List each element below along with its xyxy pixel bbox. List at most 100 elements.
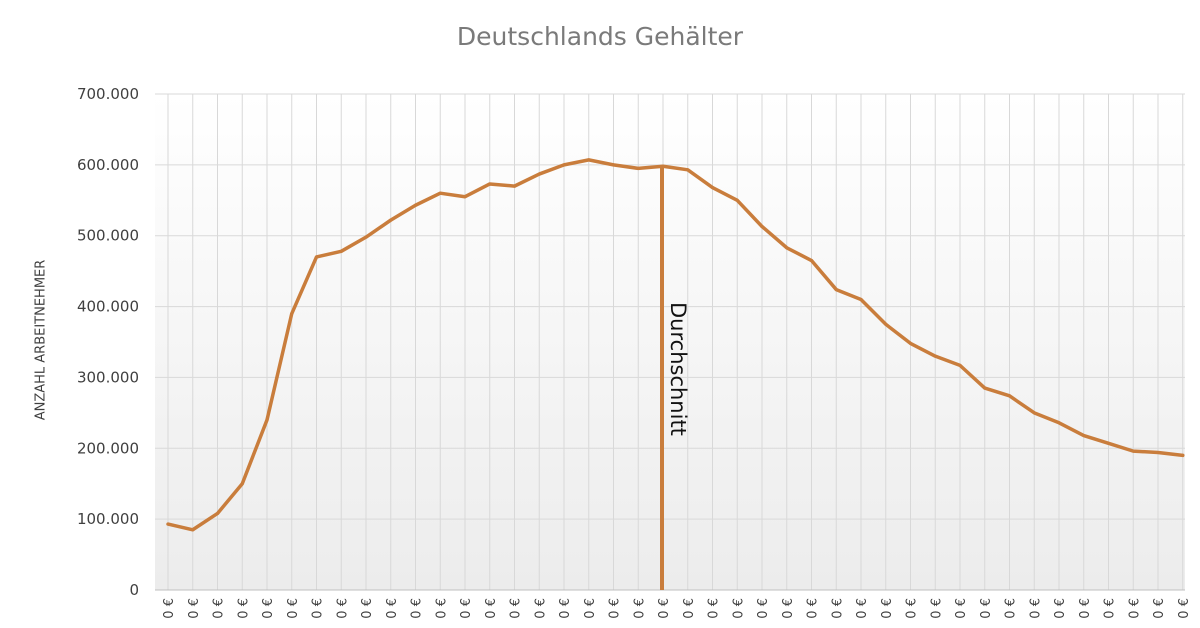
data-point <box>166 522 170 526</box>
data-point <box>711 186 714 190</box>
data-point <box>1032 411 1036 415</box>
x-tick-label: 0 € <box>929 598 944 619</box>
x-tick-label: 0 € <box>509 598 524 619</box>
x-tick-label: 0 € <box>434 598 449 619</box>
data-point <box>1181 453 1185 457</box>
x-tick-label: 0 € <box>410 598 425 619</box>
x-tick-label: 0 € <box>731 598 746 619</box>
x-tick-label: 0 € <box>261 598 276 619</box>
x-tick-label: 0 € <box>311 598 326 619</box>
data-point <box>265 418 269 422</box>
x-tick-label: 0 € <box>756 598 771 619</box>
x-tick-label: 0 € <box>905 598 920 619</box>
data-point <box>1057 421 1061 425</box>
x-tick-label: 0 € <box>657 598 672 619</box>
y-tick-label: 400.000 <box>77 298 139 316</box>
data-point <box>191 528 195 532</box>
data-point <box>1008 394 1011 398</box>
data-point <box>290 312 294 316</box>
x-tick-label: 0 € <box>583 598 598 619</box>
data-point <box>1107 441 1110 445</box>
x-tick-labels: 0 € 0 € 0 € 0 € 0 € 0 € 0 € 0 € 0 € 0 € 0 € 0 € 0 € 0… <box>162 598 1192 619</box>
x-tick-label: 0 € <box>162 598 177 619</box>
data-point <box>909 341 912 345</box>
x-tick-label: 0 € <box>286 598 301 619</box>
data-point <box>834 288 838 292</box>
data-point <box>859 297 863 301</box>
x-tick-label: 0 € <box>484 598 499 619</box>
x-tick-label: 0 € <box>558 598 573 619</box>
x-tick-label: 0 € <box>459 598 474 619</box>
x-tick-label: 0 € <box>682 598 697 619</box>
data-point <box>1156 451 1160 455</box>
x-tick-label: 0 € <box>1177 598 1192 619</box>
x-tick-label: 0 € <box>533 598 548 619</box>
data-point <box>933 354 937 358</box>
vertical-gridlines <box>167 94 1184 590</box>
x-tick-label: 0 € <box>707 598 722 619</box>
data-point <box>463 195 467 199</box>
x-tick-label: 0 € <box>1028 598 1043 619</box>
data-point <box>785 246 789 250</box>
data-point <box>537 172 541 176</box>
x-tick-label: 0 € <box>608 598 623 619</box>
data-point <box>1131 449 1135 453</box>
data-point <box>414 203 417 207</box>
data-point <box>240 482 244 486</box>
average-marker: Durchschnitt <box>660 165 690 590</box>
data-point <box>983 386 987 390</box>
data-point <box>438 191 442 195</box>
x-tick-label: 0 € <box>187 598 202 619</box>
y-tick-labels: 0 100.000 200.000 300.000 400.000 500.000 600.… <box>77 85 139 599</box>
y-tick-label: 600.000 <box>77 156 139 174</box>
data-point <box>636 166 640 170</box>
x-tick-label: 0 € <box>979 598 994 619</box>
y-tick-label: 100.000 <box>77 510 139 528</box>
x-tick-label: 0 € <box>830 598 845 619</box>
x-tick-label: 0 € <box>335 598 350 619</box>
average-marker-label: Durchschnitt <box>666 302 690 436</box>
data-point <box>488 182 492 186</box>
x-tick-label: 0 € <box>236 598 251 619</box>
data-point <box>760 225 764 229</box>
x-tick-label: 0 € <box>1103 598 1118 619</box>
data-point <box>612 163 615 167</box>
y-tick-label: 700.000 <box>77 85 139 103</box>
data-point <box>315 255 318 259</box>
data-point <box>810 259 813 263</box>
chart-title: Deutschlands Gehälter <box>456 22 744 51</box>
data-point <box>958 363 962 367</box>
data-point <box>661 164 665 168</box>
series-group <box>166 158 1185 532</box>
y-tick-label: 500.000 <box>77 227 139 245</box>
x-tick-label: 0 € <box>1152 598 1167 619</box>
x-tick-label: 0 € <box>806 598 821 619</box>
y-tick-label: 200.000 <box>77 439 139 457</box>
y-tick-label: 0 <box>129 581 139 599</box>
x-tick-label: 0 € <box>954 598 969 619</box>
data-point <box>339 249 343 253</box>
x-tick-label: 0 € <box>1078 598 1093 619</box>
x-tick-label: 0 € <box>855 598 870 619</box>
x-tick-label: 0 € <box>781 598 796 619</box>
data-point <box>216 511 219 515</box>
data-point <box>587 158 591 162</box>
x-tick-label: 0 € <box>212 598 227 619</box>
data-point <box>1082 434 1086 438</box>
data-point <box>735 198 739 202</box>
data-point <box>389 218 393 222</box>
x-tick-label: 0 € <box>385 598 400 619</box>
x-tick-label: 0 € <box>1053 598 1068 619</box>
x-tick-label: 0 € <box>1004 598 1019 619</box>
data-point <box>513 184 516 188</box>
data-point <box>364 235 368 239</box>
series-line <box>166 158 1185 532</box>
plot-area <box>155 94 1185 590</box>
x-tick-label: 0 € <box>880 598 895 619</box>
horizontal-gridlines <box>155 93 1185 591</box>
y-tick-label: 300.000 <box>77 368 139 386</box>
data-point <box>562 163 566 167</box>
data-point <box>686 168 690 172</box>
